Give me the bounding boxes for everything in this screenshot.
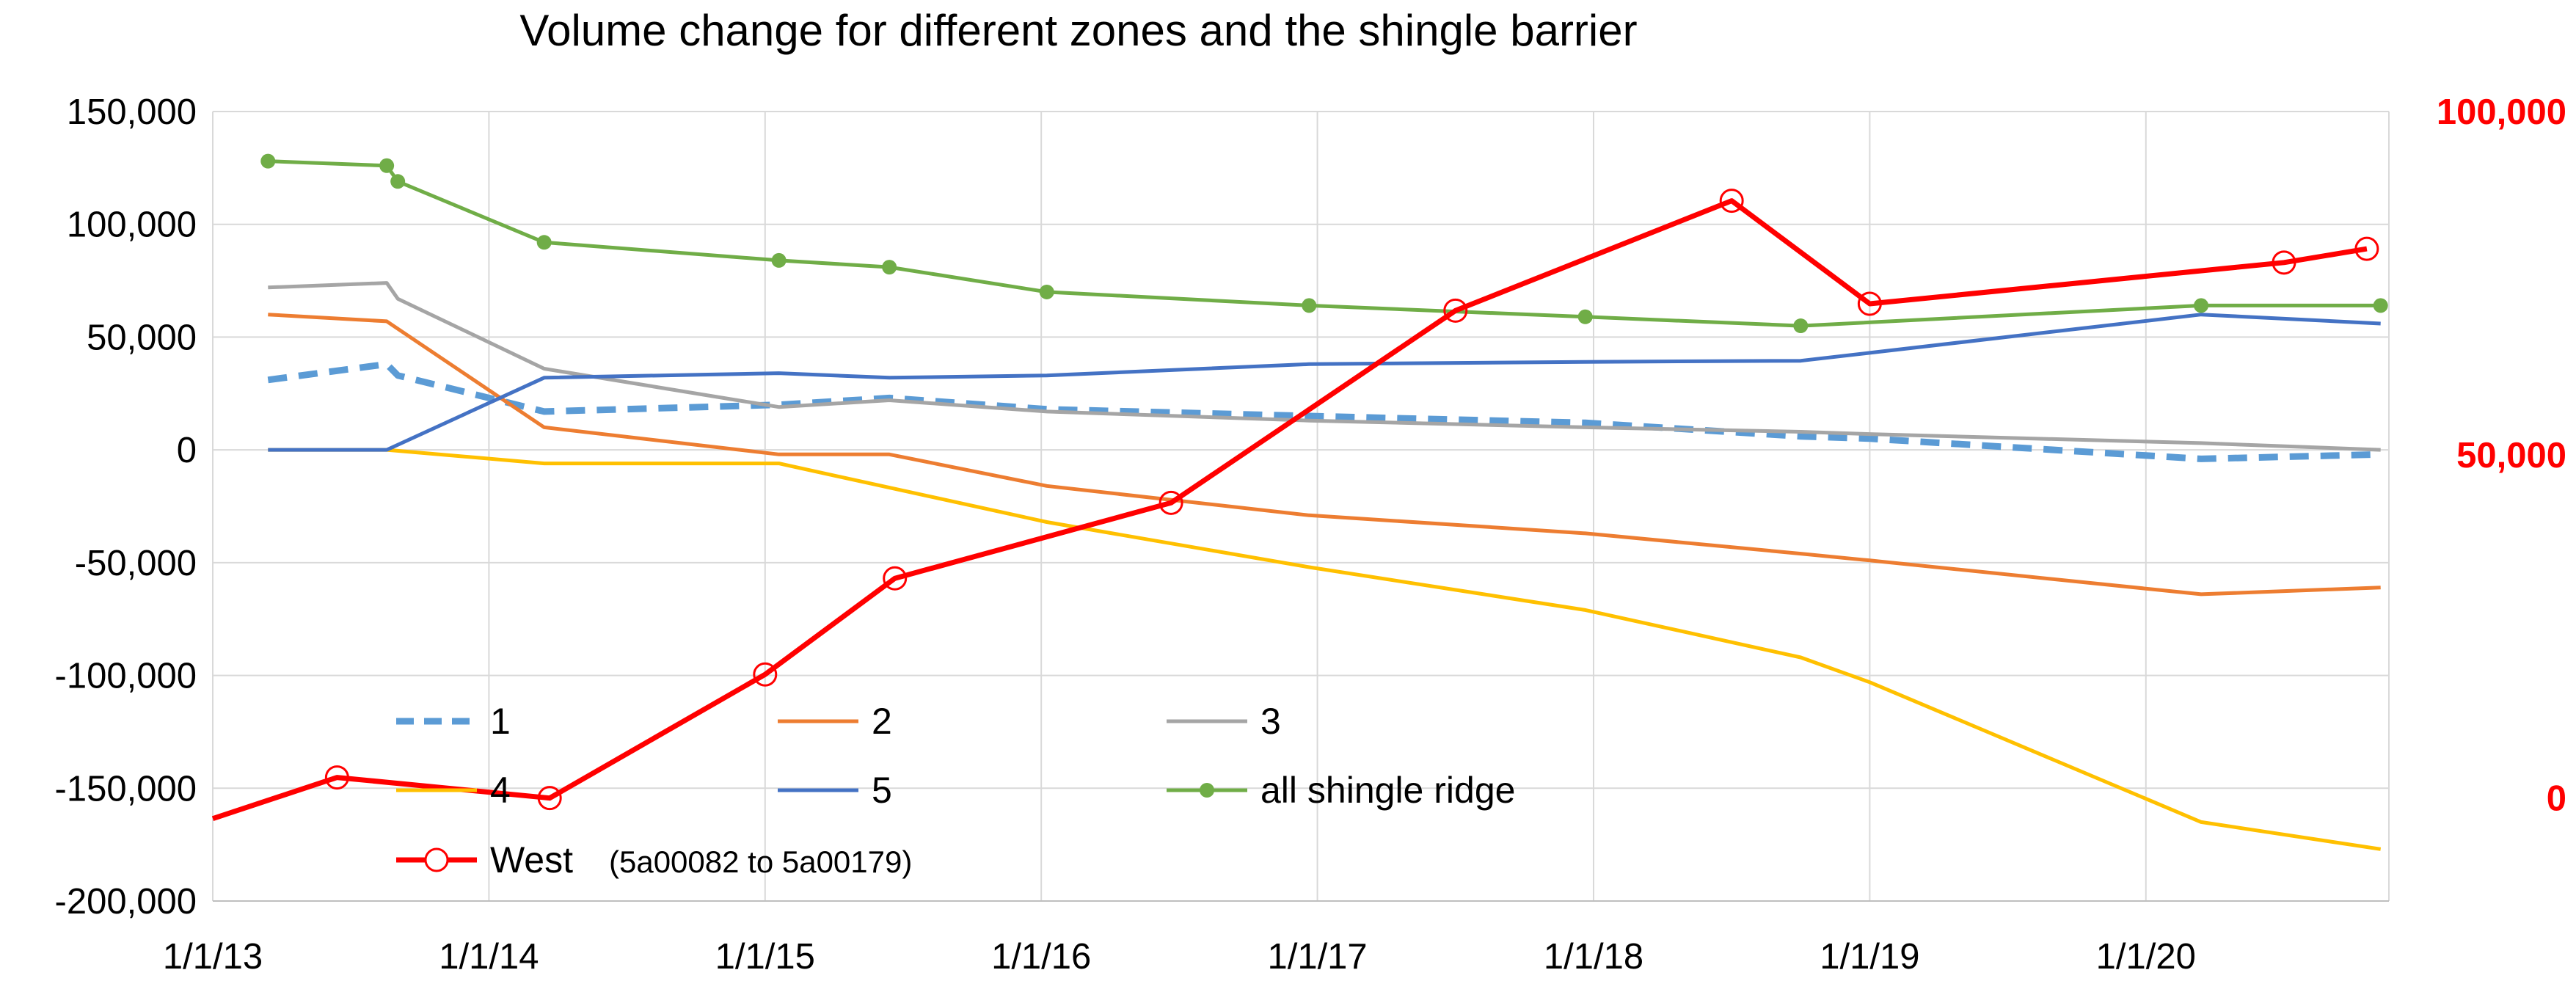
legend-marker	[1200, 783, 1214, 798]
data-point	[537, 786, 562, 811]
data-point	[1719, 189, 1744, 214]
data-point	[2373, 298, 2388, 313]
series-line-west	[211, 198, 2368, 822]
y-left-tick-label: 150,000	[67, 92, 197, 132]
data-point	[536, 235, 552, 250]
data-point	[1159, 490, 1183, 515]
legend-label: 1	[490, 701, 511, 742]
series-line-3	[268, 281, 2381, 452]
x-tick-label: 1/1/19	[1820, 937, 1919, 977]
data-point	[1857, 291, 1882, 316]
x-tick-label: 1/1/18	[1544, 937, 1643, 977]
y-left-tick-label: 100,000	[67, 205, 197, 245]
y-left-tick-label: -200,000	[55, 882, 197, 922]
series-line-5	[268, 313, 2381, 452]
series-layer	[211, 153, 2388, 851]
legend-label: all shingle ridge	[1260, 770, 1515, 811]
data-point	[390, 174, 406, 189]
x-tick-label: 1/1/14	[439, 937, 539, 977]
data-point	[1039, 284, 1054, 299]
data-point	[882, 260, 897, 275]
data-point	[1793, 318, 1809, 334]
data-point	[883, 566, 908, 591]
legend-label: 4	[490, 770, 511, 811]
y-right-tick-label: 50,000	[2456, 436, 2566, 475]
y-left-tick-label: -100,000	[55, 657, 197, 696]
data-point	[2354, 236, 2379, 261]
y-left-tick-label: -50,000	[75, 544, 197, 583]
legend-label: West	[490, 839, 573, 880]
series-line-1	[267, 360, 2381, 462]
x-tick-label: 1/1/13	[163, 937, 263, 977]
data-point	[771, 252, 787, 268]
data-point	[1443, 298, 1468, 323]
legend-note: (5a00082 to 5a00179)	[609, 845, 912, 879]
data-point	[379, 158, 395, 173]
grid-layer	[212, 111, 2390, 902]
legend-marker	[424, 847, 449, 872]
legend: 1 2 3 4 5 all shingle ridge West (5a00082 to 5a…	[396, 701, 1515, 880]
legend-label: 5	[872, 770, 892, 811]
y-left-tick-label: 50,000	[87, 318, 197, 357]
legend-label: 3	[1260, 701, 1281, 742]
data-point	[2272, 250, 2296, 275]
legend-label: 2	[872, 701, 892, 742]
x-tick-label: 1/1/20	[2096, 937, 2196, 977]
data-point	[324, 765, 349, 790]
series-line-4	[268, 448, 2382, 851]
data-point	[1577, 309, 1593, 324]
chart-title: Volume change for different zones and th…	[519, 6, 1637, 55]
data-point	[260, 153, 276, 169]
y-left-tick-label: -150,000	[55, 769, 197, 809]
x-tick-label: 1/1/15	[715, 937, 815, 977]
y-right-tick-label: 0	[2547, 779, 2566, 819]
data-point	[2194, 298, 2209, 313]
y-left-tick-label: 0	[177, 431, 197, 470]
axis-layer: 150,000100,00050,0000-50,000-100,000-150…	[55, 92, 2566, 977]
y-right-tick-label: 100,000	[2437, 92, 2566, 132]
x-tick-label: 1/1/16	[991, 937, 1091, 977]
data-point	[753, 662, 778, 687]
data-point	[1302, 298, 1317, 313]
x-tick-label: 1/1/17	[1267, 937, 1367, 977]
